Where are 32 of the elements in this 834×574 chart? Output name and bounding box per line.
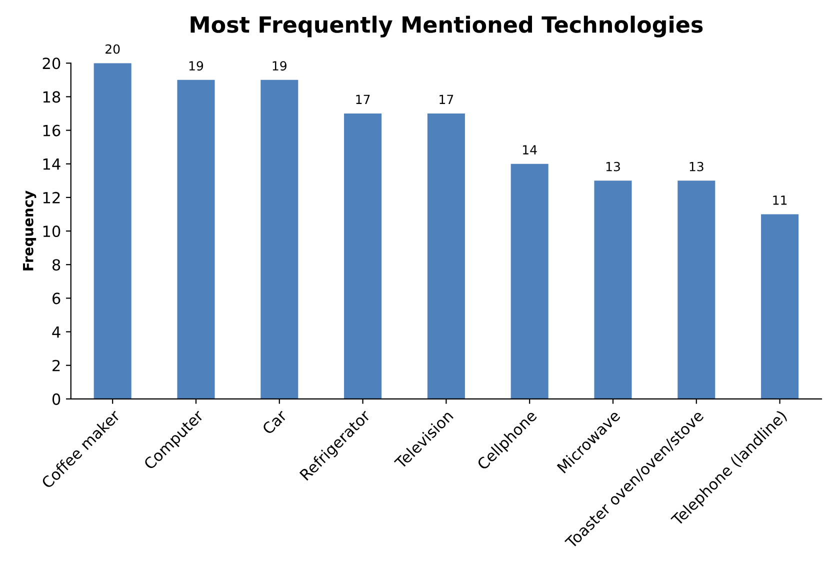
y-axis-title: Frequency [23,190,36,270]
bar [761,214,799,399]
y-tick-label: 2 [52,360,60,372]
bar [510,164,548,399]
y-tick-label: 16 [43,124,60,136]
x-tick-label: Car [262,408,288,436]
bar [344,114,382,399]
bar [260,80,298,399]
y-tick-label: 8 [52,259,60,271]
y-tick-label: 0 [52,393,60,405]
bar [594,180,632,399]
data-label: 19 [189,61,204,71]
chart-title: Most Frequently Mentioned Technologies [190,16,703,38]
y-tick-label: 20 [42,58,60,70]
bar [678,180,716,399]
bar [177,80,215,399]
data-label: 17 [356,94,370,104]
data-label: 13 [606,162,620,172]
data-label: 19 [272,61,286,71]
y-tick-label: 18 [43,91,60,103]
y-tick-label: 12 [43,192,60,204]
data-label: 13 [690,162,704,172]
y-tick-label: 10 [43,226,60,238]
data-label: 11 [773,196,787,205]
bar [427,114,465,399]
y-tick-label: 14 [43,158,60,170]
data-label: 20 [106,44,120,54]
y-tick-label: 4 [52,326,60,338]
bar [94,63,132,399]
data-label: 14 [523,145,537,154]
y-tick-label: 6 [52,292,60,304]
data-label: 17 [440,94,454,104]
